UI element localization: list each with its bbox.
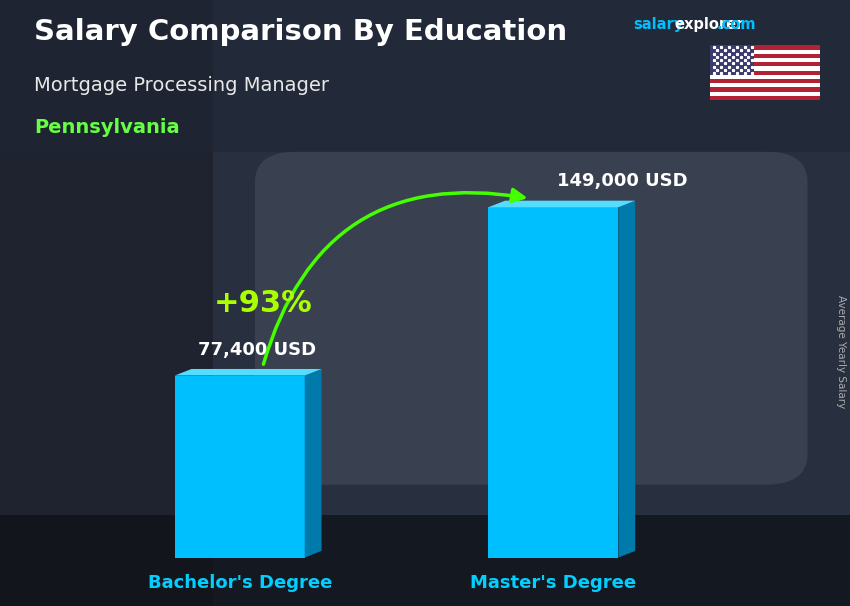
Bar (710, 79, 820, 83)
Bar (710, 58, 820, 62)
Text: +93%: +93% (213, 288, 312, 318)
Bar (0, 515, 850, 606)
Text: 149,000 USD: 149,000 USD (558, 172, 688, 190)
Text: explorer: explorer (674, 17, 744, 32)
Bar (0, 0, 850, 152)
Bar (710, 71, 820, 75)
Text: Salary Comparison By Education: Salary Comparison By Education (34, 18, 567, 46)
Bar (710, 62, 820, 67)
Bar (710, 75, 820, 79)
Bar (710, 54, 820, 58)
Bar (710, 50, 820, 54)
Bar (710, 87, 820, 92)
Bar (710, 45, 754, 75)
Bar (710, 92, 820, 96)
Text: Pennsylvania: Pennsylvania (34, 118, 179, 137)
Polygon shape (174, 376, 304, 558)
Polygon shape (488, 207, 618, 558)
Text: Mortgage Processing Manager: Mortgage Processing Manager (34, 76, 329, 95)
Polygon shape (174, 369, 321, 376)
Text: Master's Degree: Master's Degree (470, 574, 637, 592)
Bar (710, 83, 820, 87)
Polygon shape (304, 369, 321, 558)
Text: .com: .com (717, 17, 756, 32)
Text: Average Yearly Salary: Average Yearly Salary (836, 295, 846, 408)
Bar (710, 67, 820, 71)
Text: Bachelor's Degree: Bachelor's Degree (148, 574, 332, 592)
Text: 77,400 USD: 77,400 USD (197, 341, 315, 359)
Bar (710, 45, 820, 50)
Polygon shape (488, 201, 635, 207)
Text: salary: salary (633, 17, 683, 32)
Bar (710, 96, 820, 100)
Polygon shape (618, 201, 635, 558)
FancyBboxPatch shape (255, 152, 807, 485)
Bar (0, 0, 212, 606)
